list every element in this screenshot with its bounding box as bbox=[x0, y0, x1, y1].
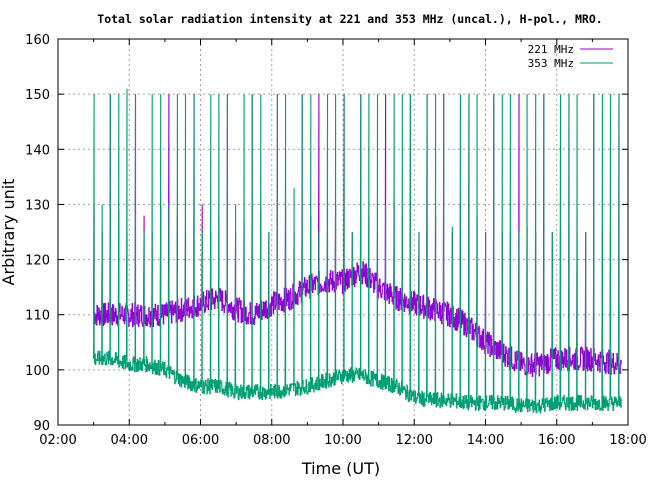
y-tick-label: 160 bbox=[25, 33, 50, 48]
x-tick-label: 10:00 bbox=[324, 433, 361, 448]
legend-label-353: 353 MHz bbox=[528, 57, 574, 70]
series-353-mhz bbox=[93, 88, 622, 414]
y-tick-label: 90 bbox=[33, 419, 50, 434]
y-tick-label: 140 bbox=[25, 143, 50, 158]
legend-label-221: 221 MHz bbox=[528, 43, 574, 56]
legend: 221 MHz 353 MHz bbox=[528, 43, 613, 70]
series-221-mhz bbox=[93, 94, 622, 377]
y-tick-label: 130 bbox=[25, 198, 50, 213]
y-axis-label: Arbitrary unit bbox=[0, 179, 18, 286]
y-tick-label: 110 bbox=[25, 309, 50, 324]
x-tick-label: 06:00 bbox=[182, 433, 219, 448]
x-tick-label: 18:00 bbox=[609, 433, 646, 448]
x-tick-label: 12:00 bbox=[396, 433, 433, 448]
x-tick-label: 04:00 bbox=[111, 433, 148, 448]
x-axis-label: Time (UT) bbox=[301, 459, 380, 478]
y-tick-label: 100 bbox=[25, 364, 50, 379]
series-line-221-mhz bbox=[93, 94, 622, 377]
x-tick-label: 02:00 bbox=[39, 433, 76, 448]
x-tick-label: 14:00 bbox=[467, 433, 504, 448]
y-tick-label: 120 bbox=[25, 254, 50, 269]
x-tick-label: 08:00 bbox=[253, 433, 290, 448]
chart-title: Total solar radiation intensity at 221 a… bbox=[97, 12, 602, 26]
x-tick-label: 16:00 bbox=[538, 433, 575, 448]
y-tick-label: 150 bbox=[25, 88, 50, 103]
series-line-353-mhz bbox=[93, 88, 622, 414]
